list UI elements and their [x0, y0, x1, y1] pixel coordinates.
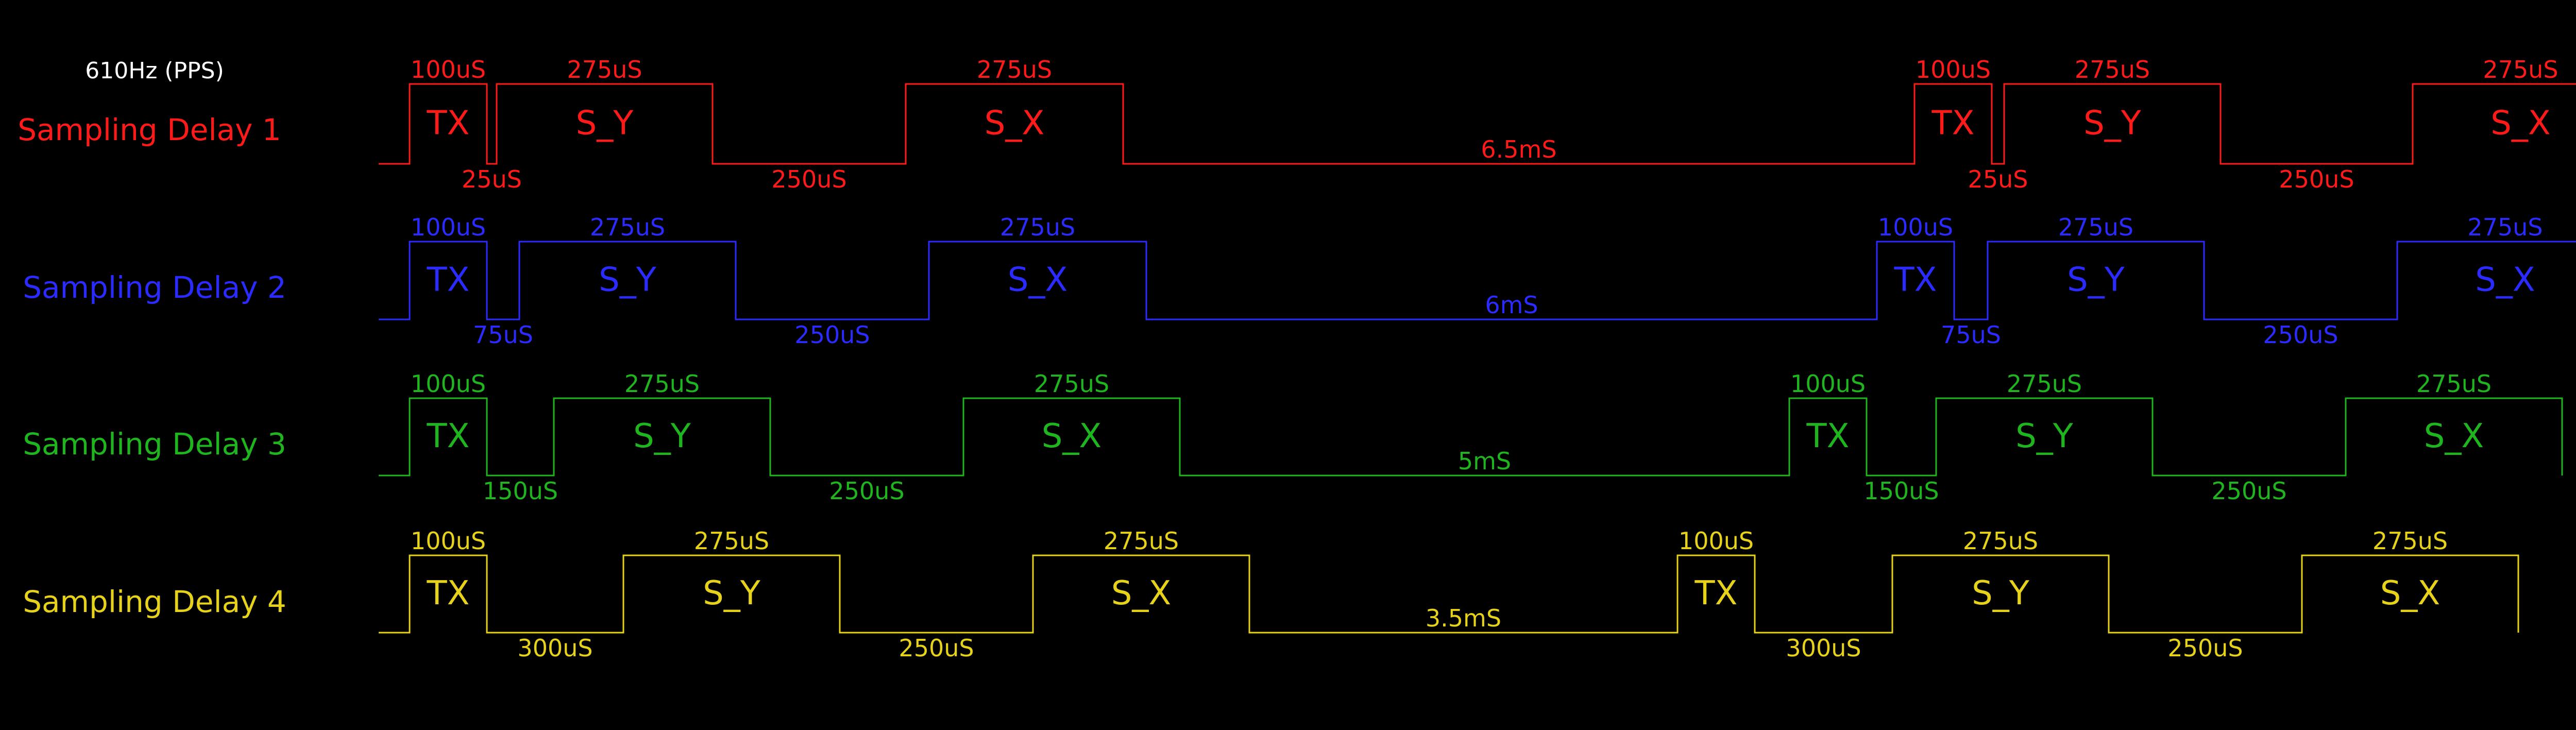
pulse-width-label: 275uS: [624, 370, 700, 398]
sample-pulse-label: S_Y: [2015, 417, 2074, 455]
gap-duration-label: 250uS: [2167, 634, 2243, 662]
gap-duration-label: 5mS: [1458, 447, 1511, 475]
pulse-width-label: 275uS: [694, 527, 769, 555]
sample-pulse-label: S_Y: [633, 417, 691, 455]
pulse-width-label: 275uS: [2483, 56, 2558, 83]
row-name: Sampling Delay 2: [23, 270, 286, 305]
sample-pulse-label: S_Y: [2083, 105, 2142, 143]
tx-pulse-label: TX: [1894, 261, 1937, 299]
pulse-width-label: 275uS: [2372, 527, 2448, 555]
tx-pulse-label: TX: [1931, 105, 1975, 143]
pulse-width-label: 275uS: [2416, 370, 2492, 398]
gap-duration-label: 300uS: [517, 634, 592, 662]
pulse-width-label: 100uS: [1878, 213, 1953, 241]
tx-pulse-label: TX: [1694, 574, 1738, 613]
gap-duration-label: 150uS: [483, 477, 558, 505]
pulse-width-label: 275uS: [2058, 213, 2133, 241]
sample-pulse-label: S_X: [1008, 261, 1067, 299]
pulse-width-label: 275uS: [2007, 370, 2082, 398]
pulse-width-label: 275uS: [1104, 527, 1179, 555]
pulse-width-label: 100uS: [411, 56, 486, 83]
gap-duration-label: 250uS: [899, 634, 974, 662]
sample-pulse-label: S_X: [2424, 417, 2484, 455]
tx-pulse-label: TX: [427, 574, 470, 613]
row-name: Sampling Delay 4: [23, 584, 286, 619]
waveform-line: [379, 83, 2576, 165]
sample-pulse-label: S_X: [2475, 261, 2535, 299]
pulse-width-label: 275uS: [977, 56, 1052, 83]
waveform-line: [379, 241, 2576, 320]
sample-pulse-label: S_X: [2490, 105, 2550, 143]
sample-pulse-label: S_Y: [1972, 574, 2030, 613]
sample-pulse-label: S_Y: [2067, 261, 2125, 299]
gap-duration-label: 75uS: [1941, 321, 2001, 349]
waveform-line: [379, 397, 2563, 477]
sample-pulse-label: S_X: [1042, 417, 1101, 455]
pulse-width-label: 100uS: [411, 527, 486, 555]
timing-row: Sampling Delay 4 TX 100uS 300uS S_Y 275uS 250u…: [23, 527, 2519, 662]
gap-duration-label: 150uS: [1863, 477, 1939, 505]
pulse-width-label: 100uS: [1679, 527, 1754, 555]
gap-duration-label: 25uS: [462, 165, 522, 193]
gap-duration-label: 6mS: [1485, 291, 1538, 319]
tx-pulse-label: TX: [427, 261, 470, 299]
sample-pulse-label: S_X: [985, 105, 1044, 143]
gap-duration-label: 250uS: [2211, 477, 2286, 505]
gap-duration-label: 300uS: [1786, 634, 1861, 662]
gap-duration-label: 250uS: [771, 165, 846, 193]
sample-pulse-label: S_X: [1111, 574, 1171, 613]
pulse-width-label: 275uS: [2075, 56, 2150, 83]
gap-duration-label: 250uS: [2263, 321, 2338, 349]
pulse-width-label: 275uS: [1034, 370, 1109, 398]
tx-pulse-label: TX: [427, 417, 470, 455]
waveform-line: [379, 554, 2519, 634]
row-name: Sampling Delay 1: [18, 112, 281, 147]
pulse-width-label: 100uS: [411, 213, 486, 241]
tx-pulse-label: TX: [427, 105, 470, 143]
gap-duration-label: 250uS: [829, 477, 904, 505]
row-name: Sampling Delay 3: [23, 427, 286, 462]
pulse-width-label: 100uS: [1790, 370, 1866, 398]
sample-pulse-label: S_X: [2380, 574, 2440, 613]
header-label: 610Hz (PPS): [85, 58, 224, 84]
gap-duration-label: 250uS: [794, 321, 870, 349]
pulse-width-label: 275uS: [567, 56, 642, 83]
timing-row: Sampling Delay 3 TX 100uS 150uS S_Y 275uS 250u…: [23, 370, 2563, 505]
timing-row: Sampling Delay 2 TX 100uS 75uS S_Y 275uS 250uS…: [23, 213, 2576, 349]
gap-duration-label: 3.5mS: [1426, 604, 1501, 632]
gap-duration-label: 75uS: [473, 321, 533, 349]
gap-duration-label: 250uS: [2279, 165, 2354, 193]
pulse-width-label: 100uS: [1916, 56, 1991, 83]
sample-pulse-label: S_Y: [703, 574, 761, 613]
pulse-width-label: 100uS: [411, 370, 486, 398]
gap-duration-label: 6.5mS: [1481, 135, 1556, 163]
pulse-width-label: 275uS: [1000, 213, 1075, 241]
pulse-width-label: 275uS: [2467, 213, 2543, 241]
tx-pulse-label: TX: [1806, 417, 1850, 455]
timing-row: Sampling Delay 1 TX 100uS 25uS S_Y 275uS 250uS…: [18, 56, 2576, 193]
pulse-width-label: 275uS: [590, 213, 665, 241]
sample-pulse-label: S_Y: [599, 261, 657, 299]
pulse-width-label: 275uS: [1963, 527, 2038, 555]
sample-pulse-label: S_Y: [576, 105, 634, 143]
gap-duration-label: 25uS: [1968, 165, 2028, 193]
